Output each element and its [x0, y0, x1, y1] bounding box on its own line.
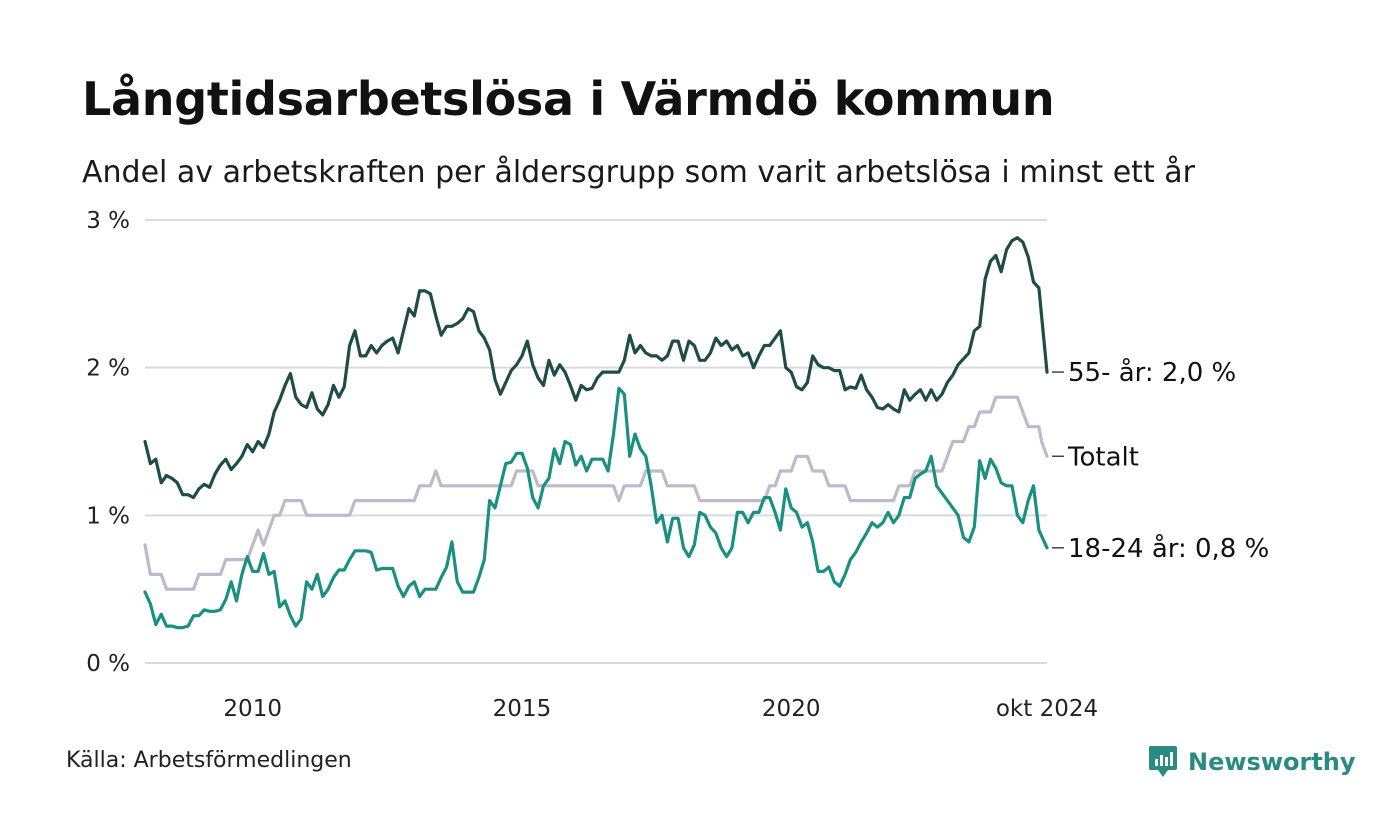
y-tick-label: 3 %	[86, 208, 130, 234]
source-note: Källa: Arbetsförmedlingen	[66, 748, 352, 773]
x-axis-ticks: 2010 2015 2020 okt 2024	[223, 696, 1098, 722]
chart-title: Långtidsarbetslösa i Värmdö kommun	[82, 72, 1055, 126]
y-tick-label: 2 %	[86, 356, 130, 382]
end-labels: 55- år: 2,0 % Totalt 18-24 år: 0,8 %	[1052, 357, 1269, 564]
newsworthy-logo-icon	[1149, 746, 1177, 777]
x-tick-label: 2020	[762, 696, 821, 722]
series-line-totalt	[143, 395, 1049, 591]
series-line-55-r	[143, 236, 1049, 500]
brand-logo[interactable]: Newsworthy	[1148, 742, 1356, 782]
y-tick-label: 0 %	[86, 651, 130, 677]
y-tick-label: 1 %	[86, 503, 130, 529]
series-lines	[143, 236, 1049, 630]
x-tick-label: okt 2024	[996, 696, 1098, 722]
brand-name: Newsworthy	[1188, 748, 1356, 776]
chart-subtitle: Andel av arbetskraften per åldersgrupp s…	[82, 155, 1195, 190]
y-axis-ticks: 0 % 1 % 2 % 3 %	[86, 208, 130, 677]
end-label: Totalt	[1067, 442, 1139, 472]
grid-lines	[145, 219, 1047, 664]
end-label: 55- år: 2,0 %	[1068, 357, 1236, 388]
series-line-18-24-r	[143, 386, 1049, 630]
x-tick-label: 2010	[223, 696, 282, 722]
end-label: 18-24 år: 0,8 %	[1068, 533, 1269, 564]
x-tick-label: 2015	[493, 696, 552, 722]
